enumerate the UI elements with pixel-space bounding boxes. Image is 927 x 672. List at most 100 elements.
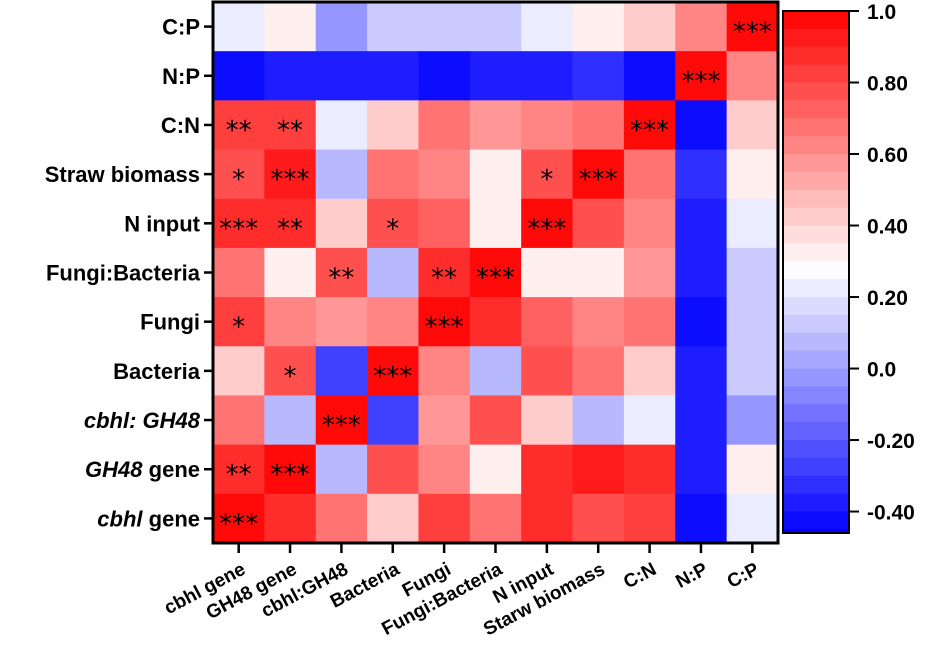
heatmap-cell: [623, 493, 676, 544]
heatmap-cell: [521, 2, 574, 52]
colorbar-band: [783, 440, 849, 459]
heatmap-cell: [572, 247, 625, 298]
heatmap-cell: [572, 346, 625, 397]
heatmap-cell: [367, 346, 420, 397]
heatmap-cell: [469, 198, 522, 249]
colorbar-band: [783, 189, 849, 209]
heatmap-cell: [521, 346, 574, 397]
heatmap-cell: [469, 247, 522, 298]
heatmap-cell: [469, 444, 522, 495]
significance-label: ***: [271, 460, 310, 490]
colorbar-band: [783, 511, 849, 531]
colorbar-band: [783, 82, 849, 101]
heatmap-cell: [367, 297, 420, 347]
significance-label: **: [226, 116, 252, 146]
heatmap-cell: [521, 100, 574, 151]
heatmap-cell: [418, 297, 471, 347]
colorbar-band: [783, 28, 849, 48]
colorbar-frame: [782, 10, 850, 534]
heatmap-cell: [315, 149, 368, 200]
heatmap-cell: [469, 100, 522, 151]
significance-label: ***: [271, 165, 310, 195]
heatmap-cell: [469, 2, 522, 52]
colorbar-band: [783, 386, 849, 405]
heatmap-cell: [521, 247, 574, 298]
heatmap-cell: [675, 2, 728, 52]
colorbar-band: [783, 279, 849, 298]
significance-label: **: [277, 214, 303, 244]
y-tick-label: C:P: [162, 15, 200, 40]
significance-label: *: [284, 362, 297, 392]
heatmap-cell: [367, 493, 420, 544]
significance-label: ***: [681, 67, 720, 97]
y-tick-label-part: Bacteria: [113, 359, 201, 384]
heatmap-cell: [572, 100, 625, 151]
heatmap-cells: [213, 2, 779, 544]
heatmap-cell: [469, 346, 522, 397]
heatmap-cell: [315, 100, 368, 151]
heatmap-cell: [521, 51, 574, 101]
heatmap-cell: [572, 444, 625, 495]
heatmap-cell: [367, 395, 420, 446]
y-tick-label: Bacteria: [113, 359, 201, 384]
heatmap-cell: [418, 198, 471, 249]
heatmap-cell: [675, 51, 728, 101]
heatmap-cell: [367, 100, 420, 151]
colorbar-tick-label: -0.40: [867, 502, 915, 525]
heatmap-cell: [726, 51, 779, 101]
heatmap-cell: [213, 493, 265, 544]
colorbar-band: [783, 46, 849, 66]
heatmap-cell: [469, 395, 522, 446]
heatmap-cell: [521, 395, 574, 446]
significance-label: ***: [219, 509, 258, 539]
heatmap-cell: [572, 149, 625, 200]
colorbar-tick-label: 0.80: [867, 73, 908, 96]
heatmap-cell: [264, 444, 317, 495]
heatmap-cell: [213, 198, 265, 249]
heatmap-cell: [418, 395, 471, 446]
heatmap-cell: [264, 149, 317, 200]
colorbar-tick-label: 0.0: [867, 359, 896, 382]
significance-label: ***: [373, 362, 412, 392]
heatmap-cell: [469, 297, 522, 347]
heatmap-cell: [418, 444, 471, 495]
heatmap-cell: [623, 51, 676, 101]
colorbar-band: [783, 207, 849, 227]
heatmap-cell: [726, 444, 779, 495]
y-tick-label: cbhl: GH48: [84, 408, 201, 433]
y-tick-label: C:N: [161, 113, 200, 138]
heatmap-cell: [623, 395, 676, 446]
y-tick-label: Fungi: [140, 310, 200, 335]
heatmap-cell: [521, 149, 574, 200]
heatmap-cell: [726, 297, 779, 347]
colorbar-band: [783, 154, 849, 173]
y-tick-label: cbhl gene: [97, 506, 200, 531]
colorbar-band: [783, 136, 849, 155]
y-tick-label: Straw biomass: [45, 162, 200, 187]
colorbar-band: [783, 118, 849, 137]
heatmap-cell: [675, 149, 728, 200]
heatmap-cell: [367, 51, 420, 101]
y-axis: C:P N:P C:N Straw biomass N input Fungi:Bacte…: [45, 15, 213, 531]
significance-label: **: [277, 116, 303, 146]
heatmap-cell: [469, 149, 522, 200]
heatmap-cell: [418, 493, 471, 544]
y-tick-label-part: Straw biomass: [45, 162, 200, 187]
colorbar-band: [783, 11, 849, 30]
heatmap-cell: [675, 247, 728, 298]
colorbar-band: [783, 243, 849, 262]
heatmap-cell: [572, 493, 625, 544]
significance-marks: ******** ** **** *** * ****** ** * ***** ** **** **…: [219, 18, 772, 540]
y-tick-label-part: GH48: [85, 457, 143, 482]
heatmap-cell: [418, 100, 471, 151]
heatmap-cell: [264, 2, 317, 52]
colorbar-tick-label: 0.20: [867, 287, 908, 310]
heatmap-cell: [213, 51, 265, 101]
x-tick-label: N:P: [673, 559, 712, 593]
heatmap-cell: [367, 149, 420, 200]
colorbar-tick-label: 1.0: [867, 1, 896, 24]
heatmap-cell: [726, 198, 779, 249]
heatmap-cell: [623, 2, 676, 52]
heatmap-cell: [726, 395, 779, 446]
